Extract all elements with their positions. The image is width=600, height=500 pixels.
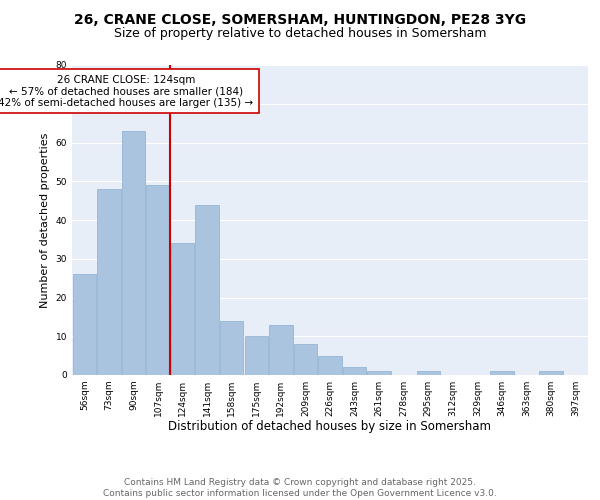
- Text: Size of property relative to detached houses in Somersham: Size of property relative to detached ho…: [114, 28, 486, 40]
- X-axis label: Distribution of detached houses by size in Somersham: Distribution of detached houses by size …: [169, 420, 491, 434]
- Bar: [367, 371, 391, 375]
- Bar: [196, 204, 219, 375]
- Bar: [97, 189, 121, 375]
- Text: 26, CRANE CLOSE, SOMERSHAM, HUNTINGDON, PE28 3YG: 26, CRANE CLOSE, SOMERSHAM, HUNTINGDON, …: [74, 12, 526, 26]
- Bar: [416, 371, 440, 375]
- Bar: [73, 274, 96, 375]
- Bar: [146, 185, 170, 375]
- Bar: [319, 356, 341, 375]
- Bar: [343, 367, 366, 375]
- Text: 26 CRANE CLOSE: 124sqm
← 57% of detached houses are smaller (184)
42% of semi-de: 26 CRANE CLOSE: 124sqm ← 57% of detached…: [0, 74, 254, 108]
- Bar: [490, 371, 514, 375]
- Bar: [294, 344, 317, 375]
- Text: Contains HM Land Registry data © Crown copyright and database right 2025.
Contai: Contains HM Land Registry data © Crown c…: [103, 478, 497, 498]
- Y-axis label: Number of detached properties: Number of detached properties: [40, 132, 50, 308]
- Bar: [539, 371, 563, 375]
- Bar: [269, 324, 293, 375]
- Bar: [122, 131, 145, 375]
- Bar: [171, 244, 194, 375]
- Bar: [245, 336, 268, 375]
- Bar: [220, 321, 244, 375]
